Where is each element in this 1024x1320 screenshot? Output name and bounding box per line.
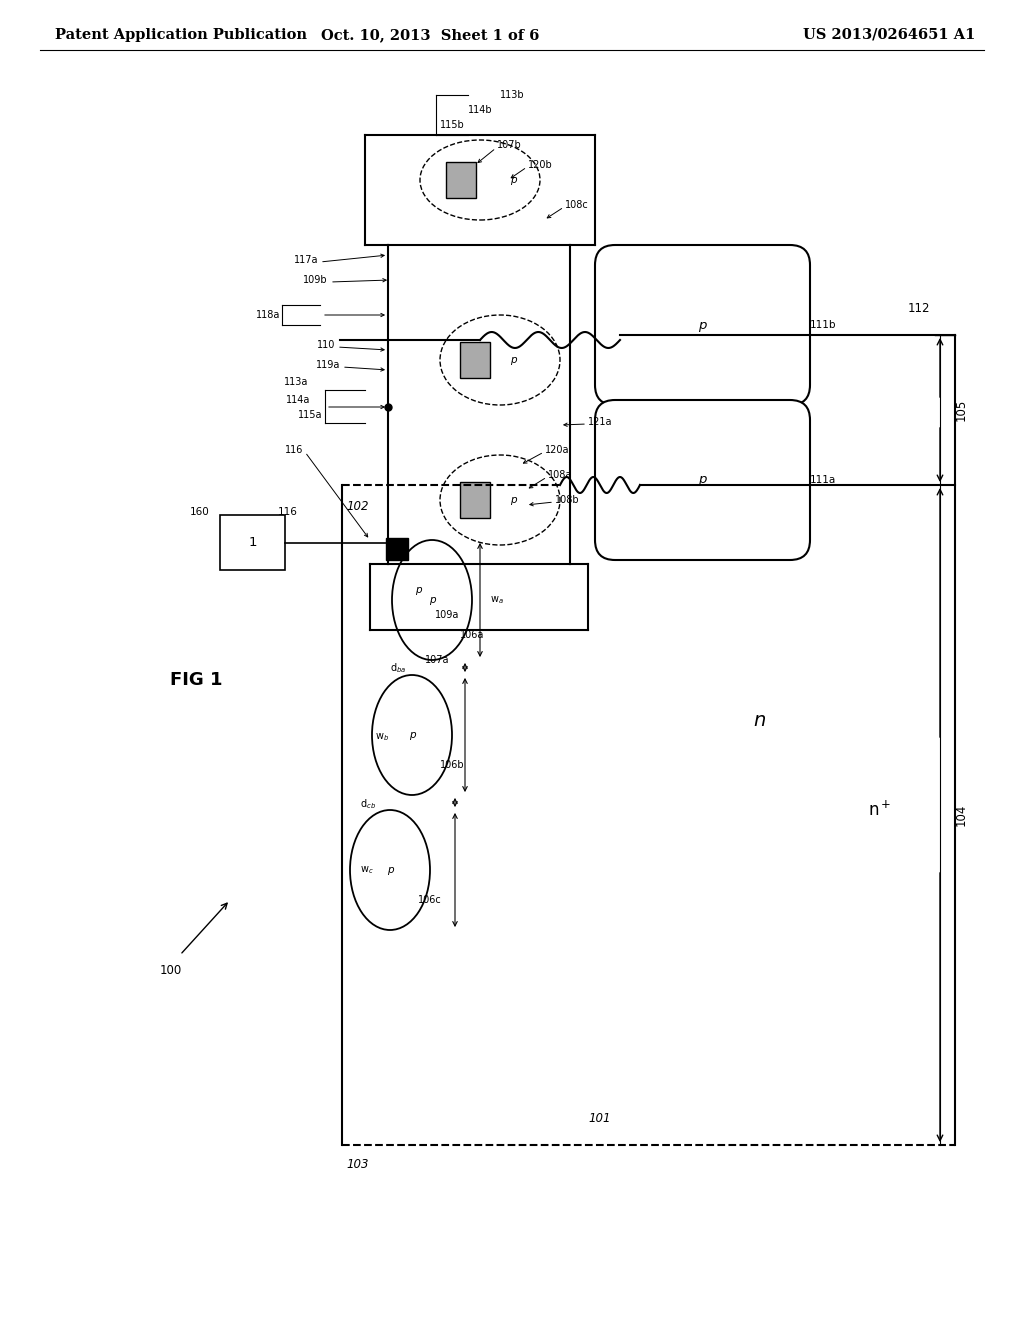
Text: 116: 116 — [285, 445, 303, 455]
Text: Patent Application Publication: Patent Application Publication — [55, 28, 307, 42]
Text: 121a: 121a — [588, 417, 612, 426]
Text: 116: 116 — [278, 507, 298, 517]
Text: d$_{ba}$: d$_{ba}$ — [390, 661, 407, 675]
Text: FIG 1: FIG 1 — [170, 671, 222, 689]
Bar — [460, 482, 490, 517]
Text: 104: 104 — [955, 804, 968, 826]
Text: 107a: 107a — [425, 655, 450, 665]
Text: 111a: 111a — [810, 475, 837, 484]
Bar — [220, 515, 285, 570]
Text: p: p — [409, 730, 416, 741]
Text: 160: 160 — [190, 507, 210, 517]
Text: 118a: 118a — [256, 310, 280, 319]
Text: n: n — [754, 710, 766, 730]
Text: 101: 101 — [589, 1111, 611, 1125]
Text: p: p — [510, 355, 517, 366]
Text: 115a: 115a — [298, 411, 322, 420]
Text: p: p — [415, 585, 421, 595]
Text: 120b: 120b — [528, 160, 553, 170]
FancyBboxPatch shape — [595, 400, 810, 560]
Bar — [460, 342, 490, 378]
Text: 109b: 109b — [303, 275, 328, 285]
Text: 120a: 120a — [545, 445, 569, 455]
Text: 102: 102 — [347, 500, 370, 513]
Text: Oct. 10, 2013  Sheet 1 of 6: Oct. 10, 2013 Sheet 1 of 6 — [321, 28, 540, 42]
Text: 110: 110 — [316, 341, 335, 350]
Bar — [446, 162, 476, 198]
Text: p: p — [698, 318, 707, 331]
Text: 105: 105 — [955, 399, 968, 421]
Text: p: p — [698, 474, 707, 487]
Text: 112: 112 — [907, 302, 930, 315]
Text: 108c: 108c — [565, 201, 589, 210]
Text: 106c: 106c — [418, 895, 441, 906]
Text: p: p — [510, 176, 517, 185]
Text: 103: 103 — [347, 1158, 370, 1171]
Text: w$_c$: w$_c$ — [360, 865, 374, 876]
Text: 119a: 119a — [315, 360, 340, 370]
Text: 109a: 109a — [435, 610, 460, 620]
Text: 114b: 114b — [468, 106, 493, 115]
Text: w$_b$: w$_b$ — [375, 731, 389, 743]
Text: 108b: 108b — [555, 495, 580, 506]
Text: 1: 1 — [248, 536, 257, 549]
Text: 111b: 111b — [810, 319, 837, 330]
Text: p: p — [429, 595, 435, 605]
Text: d$_{cb}$: d$_{cb}$ — [360, 797, 376, 810]
Text: 115b: 115b — [440, 120, 465, 129]
Text: 106b: 106b — [440, 760, 465, 770]
Text: p: p — [387, 865, 393, 875]
Bar — [386, 539, 408, 560]
Text: n$^+$: n$^+$ — [868, 800, 892, 820]
Text: w$_a$: w$_a$ — [490, 594, 504, 606]
Text: 100: 100 — [160, 964, 182, 977]
Text: 106a: 106a — [460, 630, 484, 640]
Text: 108a: 108a — [548, 470, 572, 480]
Text: p: p — [510, 495, 517, 506]
FancyBboxPatch shape — [595, 246, 810, 405]
Text: 117a: 117a — [294, 255, 318, 265]
Text: 113a: 113a — [284, 378, 308, 387]
Text: 107b: 107b — [497, 140, 522, 150]
Text: 114a: 114a — [286, 395, 310, 405]
Text: 113b: 113b — [500, 90, 524, 100]
Text: US 2013/0264651 A1: US 2013/0264651 A1 — [803, 28, 975, 42]
